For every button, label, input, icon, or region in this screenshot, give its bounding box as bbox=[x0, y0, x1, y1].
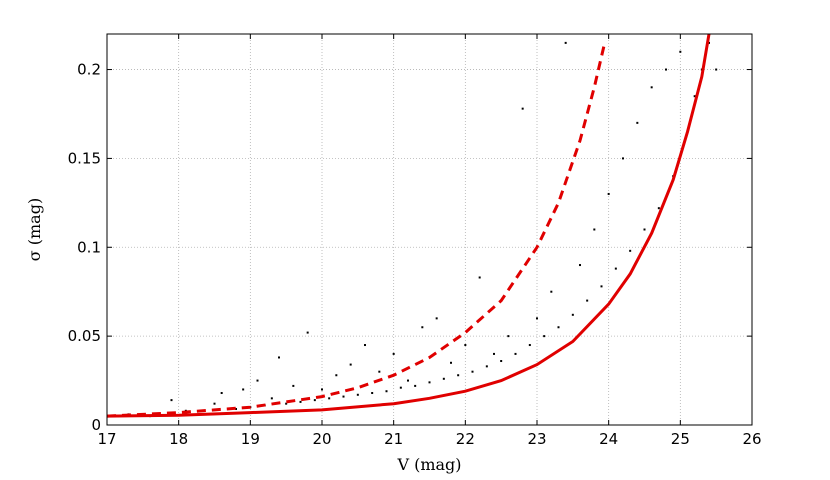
data-point bbox=[378, 370, 381, 373]
data-point bbox=[464, 344, 467, 347]
data-point bbox=[328, 397, 331, 400]
data-point bbox=[342, 395, 345, 398]
data-point bbox=[550, 290, 553, 293]
data-point bbox=[679, 50, 682, 53]
data-point bbox=[213, 402, 216, 405]
data-point bbox=[622, 157, 624, 160]
data-point bbox=[270, 397, 273, 400]
x-tick-label: 17 bbox=[97, 430, 116, 448]
data-point bbox=[450, 361, 452, 364]
data-point bbox=[285, 402, 288, 405]
data-point bbox=[371, 392, 374, 395]
data-point bbox=[629, 249, 632, 252]
x-tick-label: 18 bbox=[169, 430, 188, 448]
data-point bbox=[442, 377, 445, 380]
data-point bbox=[536, 317, 538, 320]
data-point bbox=[579, 264, 581, 267]
data-point bbox=[557, 326, 560, 329]
data-point bbox=[235, 408, 237, 411]
data-point bbox=[335, 374, 338, 377]
x-tick-label: 22 bbox=[456, 430, 475, 448]
data-point bbox=[385, 390, 388, 393]
data-point bbox=[349, 363, 352, 366]
data-point bbox=[643, 228, 646, 231]
data-point bbox=[493, 352, 495, 355]
data-point bbox=[478, 276, 481, 279]
data-point bbox=[299, 400, 302, 403]
grid bbox=[106, 34, 753, 426]
data-point bbox=[600, 285, 603, 288]
data-point bbox=[421, 326, 424, 329]
x-axis-label: V (mag) bbox=[396, 455, 461, 474]
data-point bbox=[278, 356, 280, 359]
data-point bbox=[521, 107, 524, 110]
x-tick-label: 25 bbox=[671, 430, 690, 448]
data-point bbox=[457, 374, 460, 377]
y-tick-label: 0.1 bbox=[77, 238, 101, 256]
y-tick-label: 0.15 bbox=[68, 149, 101, 167]
x-tick-label: 26 bbox=[742, 430, 761, 448]
data-point bbox=[399, 386, 402, 389]
data-point bbox=[650, 86, 653, 89]
data-point bbox=[435, 317, 438, 320]
y-axis-label: σ (mag) bbox=[25, 198, 44, 261]
data-point bbox=[607, 192, 610, 195]
data-point bbox=[571, 313, 574, 316]
data-point bbox=[485, 365, 488, 368]
x-tick-label: 23 bbox=[527, 430, 546, 448]
data-point bbox=[543, 335, 546, 338]
data-point bbox=[715, 68, 718, 71]
y-tick-label: 0 bbox=[91, 416, 101, 434]
plot-area bbox=[106, 33, 718, 418]
data-point bbox=[593, 228, 596, 231]
data-point bbox=[693, 95, 696, 98]
data-point bbox=[392, 352, 395, 355]
data-point bbox=[170, 399, 173, 402]
axis-ticks: 17 18 19 20 21 22 23 24 25 26 0 0.05 0.1 0.15 0.2 bbox=[68, 34, 762, 448]
data-point bbox=[428, 381, 431, 384]
data-point bbox=[356, 393, 359, 396]
data-point bbox=[364, 344, 366, 347]
dashed-curve bbox=[106, 40, 607, 418]
data-point bbox=[657, 207, 660, 210]
data-point bbox=[471, 370, 474, 373]
data-point bbox=[292, 384, 295, 387]
x-tick-label: 20 bbox=[312, 430, 331, 448]
data-point bbox=[313, 399, 316, 402]
solid-curve bbox=[106, 33, 711, 418]
data-point bbox=[414, 384, 417, 387]
plot-frame bbox=[106, 33, 753, 426]
x-tick-label: 21 bbox=[384, 430, 403, 448]
data-point bbox=[242, 388, 245, 391]
data-point bbox=[665, 68, 667, 71]
data-point bbox=[636, 121, 639, 124]
data-point bbox=[256, 379, 259, 382]
data-point bbox=[614, 267, 617, 270]
data-point bbox=[220, 392, 223, 395]
data-point bbox=[306, 331, 309, 334]
data-point bbox=[321, 388, 323, 391]
data-point bbox=[586, 299, 589, 302]
y-tick-label: 0.2 bbox=[77, 61, 101, 79]
data-point bbox=[507, 335, 510, 338]
data-point bbox=[564, 41, 567, 44]
data-point bbox=[514, 352, 517, 355]
x-tick-label: 24 bbox=[599, 430, 618, 448]
data-point bbox=[528, 344, 531, 347]
y-tick-label: 0.05 bbox=[68, 327, 101, 345]
x-tick-label: 19 bbox=[241, 430, 260, 448]
data-point bbox=[500, 360, 503, 363]
data-point bbox=[407, 379, 409, 382]
